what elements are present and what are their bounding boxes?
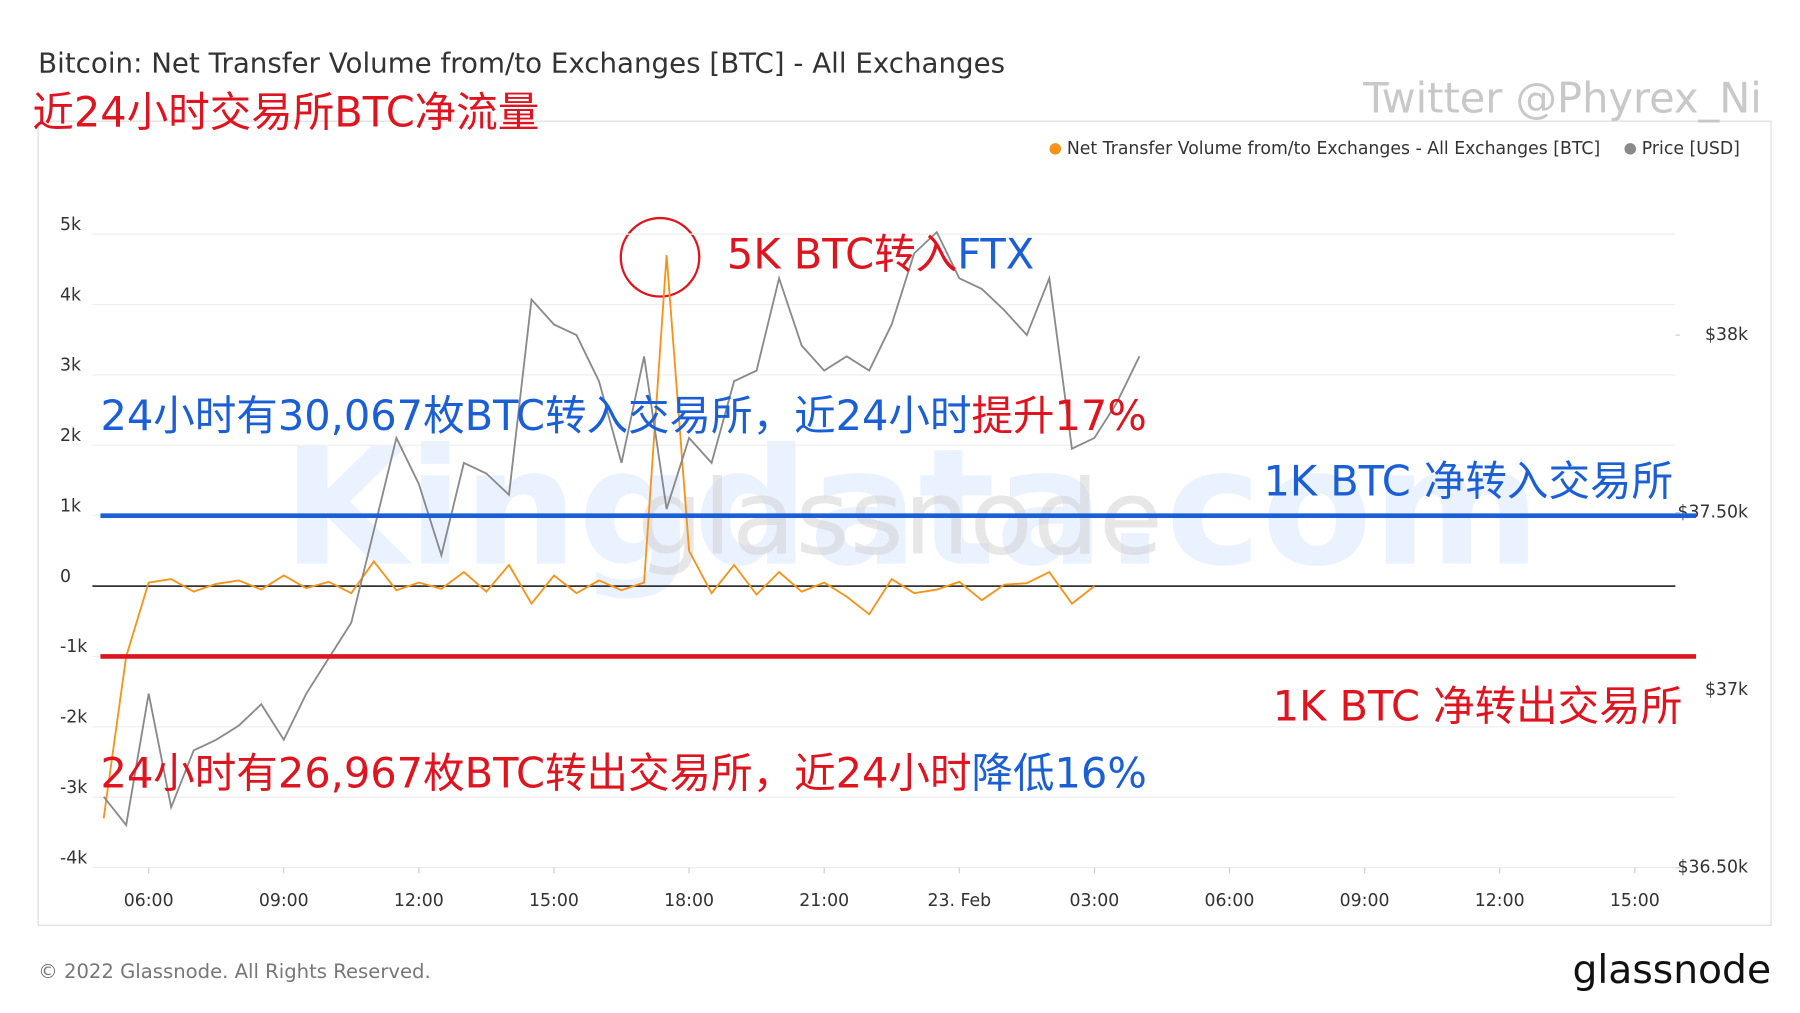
x-tick-label: 12:00 bbox=[1475, 891, 1525, 911]
annotation-part: 提升17% bbox=[971, 391, 1146, 440]
y-tick-label: 3k bbox=[60, 356, 81, 376]
x-tick-label: 03:00 bbox=[1069, 891, 1119, 911]
y-tick-label: -1k bbox=[60, 637, 87, 657]
chart-subtitle: 近24小时交易所BTC净流量 bbox=[32, 87, 539, 136]
series-line bbox=[102, 230, 1141, 828]
y-tick-label: 1k bbox=[60, 496, 81, 516]
legend-label: Price [USD] bbox=[1642, 139, 1740, 159]
legend-marker bbox=[1049, 143, 1062, 155]
x-tick-label: 18:00 bbox=[664, 891, 714, 911]
annotation: 24小时有30,067枚BTC转入交易所，近24小时提升17% bbox=[100, 391, 1146, 440]
x-tick-label: 12:00 bbox=[394, 891, 444, 911]
x-tick-label: 23. Feb bbox=[927, 891, 991, 911]
y2-tick-label: $37k bbox=[1705, 680, 1748, 700]
x-tick-label: 09:00 bbox=[1340, 891, 1390, 911]
y-tick-label: -4k bbox=[60, 848, 87, 868]
legend-label: Net Transfer Volume from/to Exchanges - … bbox=[1067, 139, 1600, 159]
annotation-part: FTX bbox=[957, 229, 1034, 278]
footer: © 2022 Glassnode. All Rights Reserved. bbox=[38, 960, 431, 983]
logo: glassnode bbox=[1573, 948, 1772, 993]
chart-title: Bitcoin: Net Transfer Volume from/to Exc… bbox=[38, 47, 1005, 80]
y-tick-label: 2k bbox=[60, 426, 81, 446]
y2-tick-label: $37.50k bbox=[1677, 503, 1748, 523]
x-tick-label: 15:00 bbox=[1610, 891, 1660, 911]
reference-label: 1K BTC 净转入交易所 bbox=[1263, 457, 1673, 506]
annotation-part: 24小时有30,067枚BTC转入交易所，近24小时 bbox=[100, 391, 971, 440]
plot-frame bbox=[37, 120, 1772, 926]
x-tick-label: 06:00 bbox=[124, 891, 174, 911]
x-tick-label: 09:00 bbox=[259, 891, 309, 911]
reference-label: 1K BTC 净转出交易所 bbox=[1273, 682, 1683, 731]
watermark: Twitter @Phyrex_Ni bbox=[1362, 74, 1762, 123]
highlight-circle bbox=[619, 216, 701, 298]
x-tick-label: 21:00 bbox=[799, 891, 849, 911]
annotation: 5K BTC转入FTX bbox=[727, 229, 1034, 278]
annotation-part: 24小时有26,967枚BTC转出交易所，近24小时 bbox=[100, 748, 971, 797]
y-tick-label: -3k bbox=[60, 778, 87, 798]
annotation: 24小时有26,967枚BTC转出交易所，近24小时降低16% bbox=[100, 748, 1146, 797]
y2-tick-label: $36.50k bbox=[1677, 858, 1748, 878]
y2-tick-label: $38k bbox=[1705, 325, 1748, 345]
x-tick-label: 06:00 bbox=[1205, 891, 1255, 911]
annotation-part: 5K BTC转入 bbox=[727, 229, 957, 278]
watermark: Kingdata.com bbox=[282, 415, 1540, 603]
y-tick-label: 5k bbox=[60, 215, 81, 235]
legend-marker bbox=[1624, 143, 1637, 155]
watermark: glassnode bbox=[637, 458, 1163, 578]
y-tick-label: -2k bbox=[60, 708, 87, 728]
annotation-part: 降低16% bbox=[971, 748, 1146, 797]
y-tick-label: 0 bbox=[60, 567, 71, 587]
x-tick-label: 15:00 bbox=[529, 891, 579, 911]
y-tick-label: 4k bbox=[60, 285, 81, 305]
series-line bbox=[102, 255, 1095, 819]
